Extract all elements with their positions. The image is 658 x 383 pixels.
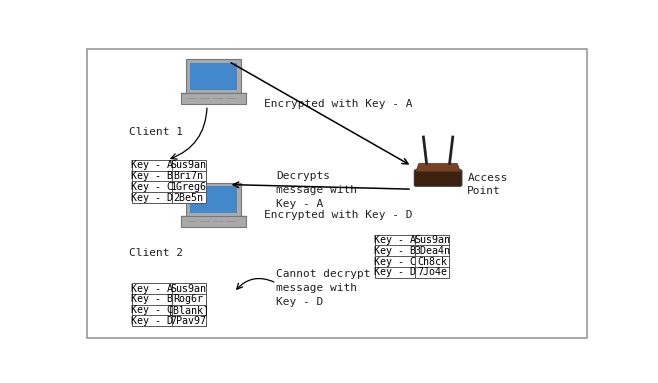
FancyBboxPatch shape — [415, 170, 462, 186]
Polygon shape — [416, 163, 461, 171]
Text: Encrypted with Key - A: Encrypted with Key - A — [264, 99, 413, 109]
Text: Bri7n: Bri7n — [174, 171, 203, 181]
FancyBboxPatch shape — [132, 160, 205, 203]
Text: Key - B: Key - B — [131, 294, 172, 304]
Text: Client 2: Client 2 — [128, 249, 182, 259]
Text: Key - A: Key - A — [374, 235, 416, 245]
FancyBboxPatch shape — [190, 63, 237, 90]
Text: 7Jo4e: 7Jo4e — [417, 267, 447, 277]
Text: Client 1: Client 1 — [128, 127, 182, 137]
Text: Decrypts
message with
Key - A: Decrypts message with Key - A — [276, 171, 357, 209]
FancyBboxPatch shape — [132, 283, 205, 326]
FancyBboxPatch shape — [87, 49, 588, 338]
Text: Key - A: Key - A — [131, 283, 172, 293]
FancyBboxPatch shape — [180, 93, 246, 104]
Text: Access
Point: Access Point — [467, 173, 508, 196]
FancyBboxPatch shape — [190, 187, 237, 213]
Text: Key - B: Key - B — [131, 171, 172, 181]
Text: Cannot decrypt
message with
Key - D: Cannot decrypt message with Key - D — [276, 269, 371, 307]
Text: Key - A: Key - A — [131, 160, 172, 170]
Text: Key - D: Key - D — [131, 316, 172, 326]
Text: Key - D: Key - D — [374, 267, 416, 277]
Text: Sus9an: Sus9an — [170, 160, 207, 170]
Text: 7Pav97: 7Pav97 — [170, 316, 207, 326]
Text: Key - C: Key - C — [374, 257, 416, 267]
Text: 1Greg6: 1Greg6 — [170, 182, 207, 192]
Text: Sus9an: Sus9an — [414, 235, 450, 245]
Text: 3Dea4n: 3Dea4n — [414, 246, 450, 256]
Text: Key - D: Key - D — [131, 193, 172, 203]
Text: 2Be5n: 2Be5n — [174, 193, 203, 203]
Text: Key - B: Key - B — [374, 246, 416, 256]
FancyBboxPatch shape — [186, 183, 241, 217]
Text: Key - C: Key - C — [131, 182, 172, 192]
Text: Ch8ck: Ch8ck — [417, 257, 447, 267]
FancyBboxPatch shape — [375, 235, 449, 278]
FancyBboxPatch shape — [180, 216, 246, 227]
FancyBboxPatch shape — [186, 59, 241, 93]
Text: Sus9an: Sus9an — [170, 283, 207, 293]
Text: [Blank]: [Blank] — [168, 305, 210, 315]
Text: Rog6r: Rog6r — [174, 294, 203, 304]
Text: Encrypted with Key - D: Encrypted with Key - D — [264, 210, 413, 220]
Text: Key - C: Key - C — [131, 305, 172, 315]
